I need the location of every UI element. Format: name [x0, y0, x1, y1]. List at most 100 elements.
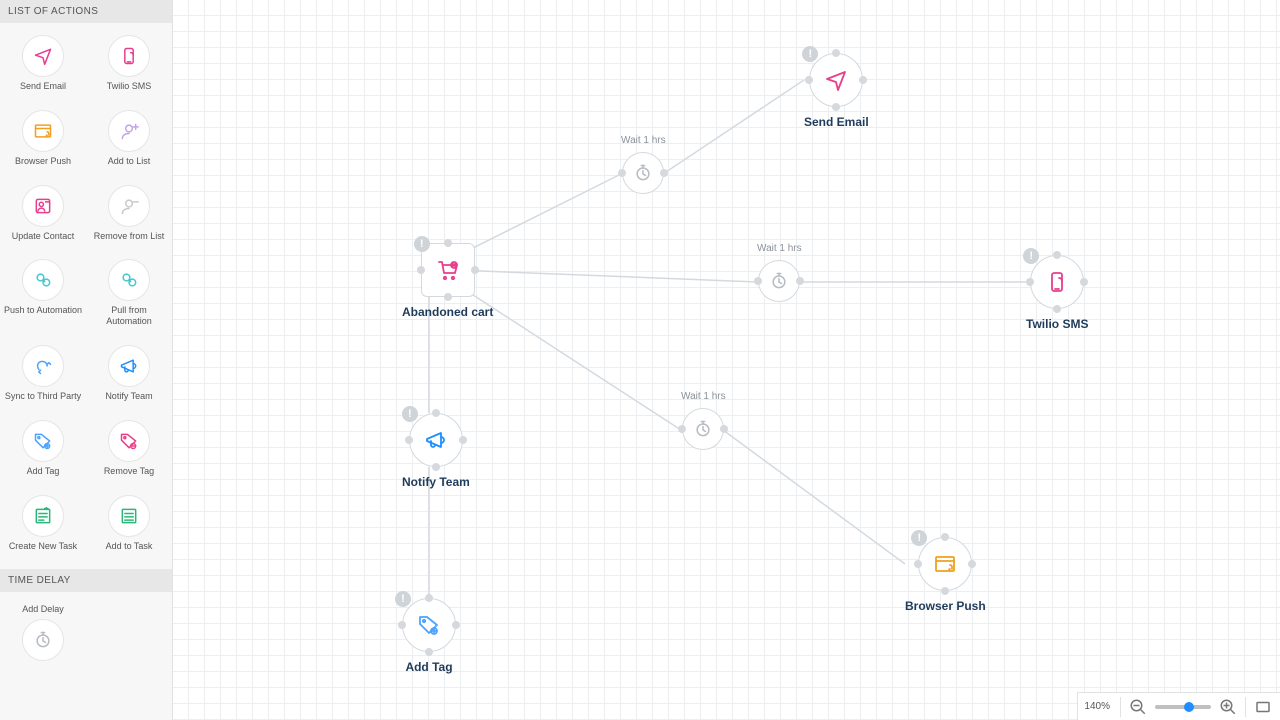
sidebar-header-delay: TIME DELAY [0, 569, 172, 592]
node-twiliosms[interactable]: !Twilio SMS [1026, 255, 1088, 331]
zoom-slider-thumb[interactable] [1184, 702, 1194, 712]
action-item-label: Update Contact [12, 231, 75, 242]
port-in[interactable] [398, 621, 406, 629]
stopwatch-icon [758, 260, 800, 302]
alert-badge-icon: ! [414, 236, 430, 252]
pull-automation-icon [108, 259, 150, 301]
port-in[interactable] [914, 560, 922, 568]
node-notifyteam[interactable]: ! Notify Team [402, 413, 470, 489]
canvas[interactable]: !Abandoned cartWait 1 hrsWait 1 hrsWait … [173, 0, 1280, 720]
node-wait1[interactable]: Wait 1 hrs [621, 135, 666, 194]
port-in[interactable] [754, 277, 762, 285]
port-out-top[interactable] [941, 533, 949, 541]
node-addtag[interactable]: !Add Tag [402, 598, 456, 674]
port-out-right[interactable] [968, 560, 976, 568]
port-out-bottom[interactable] [425, 648, 433, 656]
port-in[interactable] [417, 266, 425, 274]
alert-badge-icon: ! [395, 591, 411, 607]
port-out-bottom[interactable] [1053, 305, 1061, 313]
port-out-bottom[interactable] [832, 103, 840, 111]
alert-badge-icon: ! [402, 406, 418, 422]
zoom-slider[interactable] [1155, 705, 1211, 709]
node-label: Notify Team [402, 475, 470, 489]
browser-push-icon [22, 110, 64, 152]
alert-badge-icon: ! [1023, 248, 1039, 264]
action-item-add-delay[interactable]: Add Delay [0, 596, 86, 675]
node-label: Browser Push [905, 599, 986, 613]
remove-tag-icon [108, 420, 150, 462]
action-item-remove-tag[interactable]: Remove Tag [86, 412, 172, 487]
port-out[interactable] [720, 425, 728, 433]
alert-badge-icon: ! [911, 530, 927, 546]
node-wait2[interactable]: Wait 1 hrs [757, 243, 802, 302]
zoom-bar: 140% [1077, 692, 1280, 720]
action-item-sync-third-party[interactable]: Sync to Third Party [0, 337, 86, 412]
port-out-bottom[interactable] [941, 587, 949, 595]
notify-team-icon: ! [409, 413, 463, 467]
action-item-update-contact[interactable]: Update Contact [0, 177, 86, 252]
port-out-right[interactable] [452, 621, 460, 629]
port-out-right[interactable] [859, 76, 867, 84]
port-out[interactable] [796, 277, 804, 285]
port-out[interactable] [660, 169, 668, 177]
alert-badge-icon: ! [802, 46, 818, 62]
port-out-bottom[interactable] [432, 463, 440, 471]
edges-layer [173, 0, 1280, 720]
port-out-right[interactable] [1080, 278, 1088, 286]
port-out-top[interactable] [425, 594, 433, 602]
action-item-create-task[interactable]: Create New Task [0, 487, 86, 562]
node-wait3[interactable]: Wait 1 hrs [681, 391, 726, 450]
action-item-label: Browser Push [15, 156, 71, 167]
add-to-list-icon [108, 110, 150, 152]
port-in[interactable] [805, 76, 813, 84]
node-sendemail[interactable]: ! Send Email [804, 53, 869, 129]
send-email-icon: ! [809, 53, 863, 107]
node-label: Send Email [804, 115, 869, 129]
action-item-notify-team[interactable]: Notify Team [86, 337, 172, 412]
action-item-label: Pull from Automation [88, 305, 170, 327]
sidebar-header-actions: LIST OF ACTIONS [0, 0, 172, 23]
wait-label: Wait 1 hrs [681, 391, 726, 402]
node-label: Abandoned cart [402, 305, 493, 319]
port-out-right[interactable] [471, 266, 479, 274]
action-item-add-to-task[interactable]: Add to Task [86, 487, 172, 562]
port-out-right[interactable] [459, 436, 467, 444]
remove-from-list-icon [108, 185, 150, 227]
action-item-label: Add to Task [106, 541, 153, 552]
action-item-twilio-sms[interactable]: Twilio SMS [86, 27, 172, 102]
sync-third-party-icon [22, 345, 64, 387]
port-in[interactable] [405, 436, 413, 444]
action-item-send-email[interactable]: Send Email [0, 27, 86, 102]
send-email-icon [22, 35, 64, 77]
action-item-label: Push to Automation [4, 305, 82, 316]
node-label: Add Tag [405, 660, 452, 674]
action-item-add-tag[interactable]: Add Tag [0, 412, 86, 487]
zoom-out-button[interactable] [1127, 696, 1149, 718]
action-item-push-automation[interactable]: Push to Automation [0, 251, 86, 337]
zoom-value: 140% [1084, 701, 1110, 712]
action-item-add-to-list[interactable]: Add to List [86, 102, 172, 177]
zoom-in-button[interactable] [1217, 696, 1239, 718]
port-out-bottom[interactable] [444, 293, 452, 301]
port-out-top[interactable] [432, 409, 440, 417]
port-out-top[interactable] [444, 239, 452, 247]
add-to-task-icon [108, 495, 150, 537]
action-item-remove-from-list[interactable]: Remove from List [86, 177, 172, 252]
node-browserpush[interactable]: !Browser Push [905, 537, 986, 613]
port-in[interactable] [1026, 278, 1034, 286]
notify-team-icon [108, 345, 150, 387]
action-item-label: Add to List [108, 156, 151, 167]
port-in[interactable] [618, 169, 626, 177]
port-out-top[interactable] [1053, 251, 1061, 259]
action-item-browser-push[interactable]: Browser Push [0, 102, 86, 177]
action-item-pull-automation[interactable]: Pull from Automation [86, 251, 172, 337]
port-out-top[interactable] [832, 49, 840, 57]
action-item-label: Add Tag [27, 466, 60, 477]
node-abandoned[interactable]: !Abandoned cart [402, 243, 493, 319]
add-tag-icon [22, 420, 64, 462]
node-label: Twilio SMS [1026, 317, 1088, 331]
action-item-label: Notify Team [105, 391, 152, 402]
fit-screen-button[interactable] [1252, 696, 1274, 718]
port-in[interactable] [678, 425, 686, 433]
action-item-label: Create New Task [9, 541, 77, 552]
